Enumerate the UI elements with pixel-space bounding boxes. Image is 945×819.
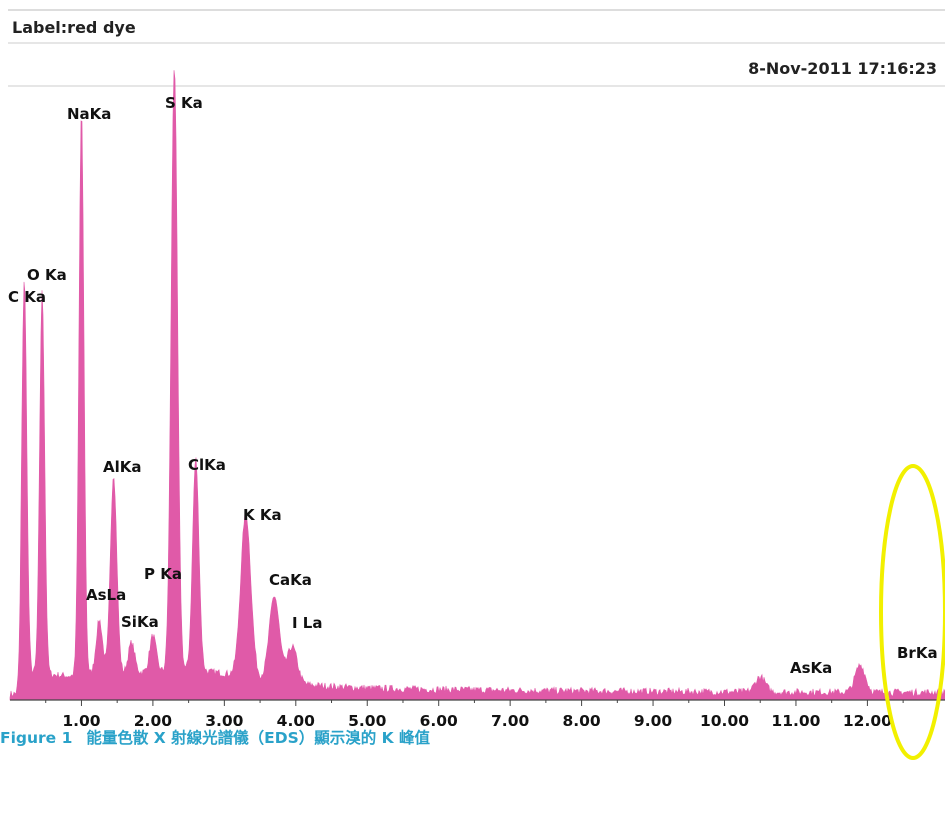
bromine-highlight-ellipse: [879, 464, 945, 760]
x-tick-label: 4.00: [277, 712, 315, 730]
peak-label-c-ka: C Ka: [8, 288, 46, 306]
x-tick-label: 7.00: [491, 712, 529, 730]
peak-label-caka: CaKa: [269, 571, 312, 589]
peak-label-alka: AlKa: [103, 458, 142, 476]
x-tick-label: 12.00: [843, 712, 892, 730]
x-tick-label: 6.00: [420, 712, 458, 730]
figure-number: Figure 1: [0, 729, 73, 747]
peak-label-k-ka: K Ka: [243, 506, 282, 524]
sample-label: Label:red dye: [12, 18, 136, 37]
peak-label-clka: ClKa: [188, 456, 226, 474]
peak-label-asla: AsLa: [86, 586, 126, 604]
peak-label-sika: SiKa: [121, 613, 159, 631]
x-tick-label: 8.00: [562, 712, 600, 730]
peak-label-naka: NaKa: [67, 105, 111, 123]
peak-label-s-ka: S Ka: [165, 94, 203, 112]
x-tick-label: 2.00: [134, 712, 172, 730]
peak-label-aska: AsKa: [790, 659, 832, 677]
x-tick-label: 10.00: [700, 712, 749, 730]
x-axis-ticks: [45, 700, 904, 706]
peak-labels: C Ka O Ka NaKa AlKa AsLa SiKa P Ka S Ka ClKa K Ka…: [8, 94, 938, 677]
peak-label-o-ka: O Ka: [27, 266, 67, 284]
peak-label-i-la: I La: [292, 614, 322, 632]
figure-caption: Figure 1 能量色散 X 射線光譜儀（EDS）顯示溴的 K 峰值: [0, 726, 945, 748]
x-tick-label: 11.00: [771, 712, 820, 730]
figure-caption-text: 能量色散 X 射線光譜儀（EDS）顯示溴的 K 峰值: [86, 729, 431, 747]
spectrum-area: [9, 70, 945, 701]
peak-label-brka: BrKa: [897, 644, 938, 662]
acquisition-timestamp: 8-Nov-2011 17:16:23: [748, 59, 937, 78]
x-tick-label: 1.00: [62, 712, 100, 730]
x-tick-label: 3.00: [205, 712, 243, 730]
x-tick-label: 5.00: [348, 712, 386, 730]
x-tick-label: 9.00: [634, 712, 672, 730]
peak-label-p-ka: P Ka: [144, 565, 182, 583]
x-axis-tick-labels: 1.00 2.00 3.00 4.00 5.00 6.00 7.00 8.00 9.00 10.0…: [62, 712, 892, 730]
